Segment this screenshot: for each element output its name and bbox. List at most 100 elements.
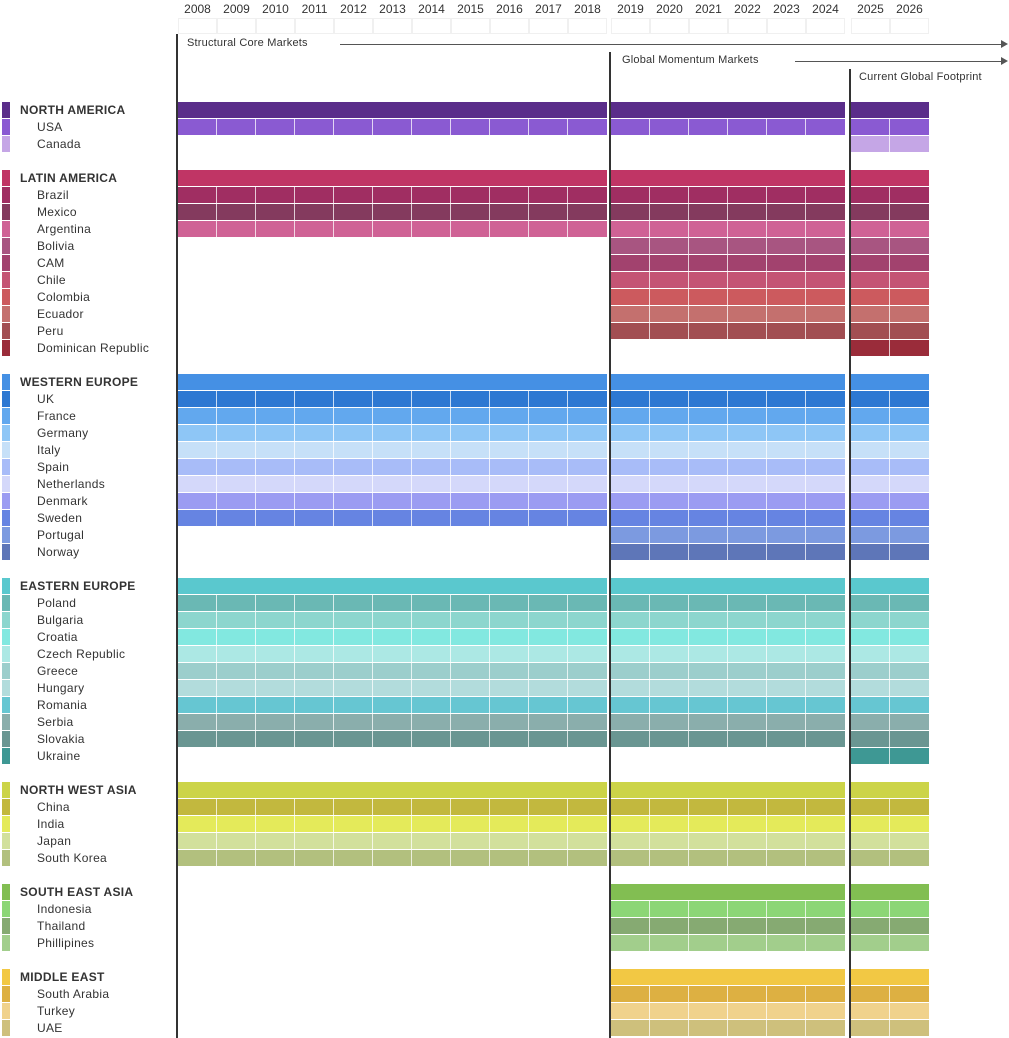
timeline-cell — [451, 833, 490, 849]
timeline-bar — [611, 969, 845, 985]
cell-divider — [727, 816, 728, 832]
timeline-cell — [728, 901, 767, 917]
timeline-cell — [767, 493, 806, 509]
cell-divider — [766, 731, 767, 747]
cell-divider — [411, 612, 412, 628]
timeline-cell — [611, 918, 650, 934]
country-swatch — [2, 850, 10, 866]
timeline-cell — [611, 680, 650, 696]
timeline-cell — [611, 289, 650, 305]
country-swatch — [2, 646, 10, 662]
cell-divider — [649, 544, 650, 560]
cell-divider — [528, 187, 529, 203]
cell-divider — [528, 697, 529, 713]
region-swatch — [2, 374, 10, 390]
timeline-cell — [767, 272, 806, 288]
cell-divider — [528, 425, 529, 441]
cell-divider — [567, 663, 568, 679]
timeline-cell — [256, 799, 295, 815]
cell-divider — [372, 476, 373, 492]
timeline-cell — [890, 425, 929, 441]
cell-divider — [649, 646, 650, 662]
timeline-cell — [295, 391, 334, 407]
cell-divider — [216, 221, 217, 237]
timeline-cell — [806, 697, 845, 713]
timeline-cell — [806, 901, 845, 917]
timeline-cell — [611, 119, 650, 135]
timeline-cell — [890, 748, 929, 764]
cell-divider — [688, 493, 689, 509]
cell-divider — [727, 476, 728, 492]
cell-divider — [889, 646, 890, 662]
cell-divider — [411, 799, 412, 815]
cell-divider — [528, 119, 529, 135]
cell-divider — [567, 442, 568, 458]
timeline-cell — [490, 459, 529, 475]
cell-divider — [889, 340, 890, 356]
timeline-cell — [728, 663, 767, 679]
timeline-cell — [611, 510, 650, 526]
timeline-cell — [650, 221, 689, 237]
country-swatch — [2, 901, 10, 917]
cell-divider — [216, 816, 217, 832]
cell-divider — [528, 629, 529, 645]
cell-divider — [727, 731, 728, 747]
cell-divider — [294, 714, 295, 730]
timeline-cell — [568, 697, 607, 713]
timeline-cell — [890, 119, 929, 135]
timeline-cell — [568, 391, 607, 407]
timeline-cell — [806, 799, 845, 815]
cell-divider — [766, 459, 767, 475]
cell-divider — [727, 901, 728, 917]
cell-divider — [372, 425, 373, 441]
timeline-cell — [767, 425, 806, 441]
cell-divider — [889, 187, 890, 203]
timeline-cell — [568, 408, 607, 424]
timeline-cell — [178, 816, 217, 832]
cell-divider — [649, 204, 650, 220]
timeline-cell — [890, 255, 929, 271]
cell-divider — [688, 306, 689, 322]
cell-divider — [649, 986, 650, 1002]
timeline-cell — [806, 306, 845, 322]
timeline-cell — [178, 476, 217, 492]
timeline-cell — [851, 1020, 890, 1036]
timeline-cell — [451, 408, 490, 424]
timeline-cell — [806, 714, 845, 730]
timeline-cell — [451, 187, 490, 203]
country-label: UK — [37, 392, 55, 406]
cell-divider — [489, 221, 490, 237]
cell-divider — [727, 510, 728, 526]
cell-divider — [727, 272, 728, 288]
timeline-cell — [650, 1020, 689, 1036]
timeline-cell — [295, 510, 334, 526]
country-label: Chile — [37, 273, 66, 287]
timeline-cell — [373, 612, 412, 628]
timeline-cell — [451, 714, 490, 730]
arrow-head-icon — [1001, 40, 1008, 48]
timeline-cell — [412, 697, 451, 713]
year-label: 2015 — [457, 2, 484, 16]
cell-divider — [889, 323, 890, 339]
country-swatch — [2, 935, 10, 951]
timeline-cell — [373, 714, 412, 730]
timeline-cell — [611, 272, 650, 288]
timeline-cell — [611, 629, 650, 645]
cell-divider — [567, 221, 568, 237]
cell-divider — [889, 255, 890, 271]
timeline-cell — [890, 544, 929, 560]
timeline-cell — [728, 612, 767, 628]
timeline-cell — [890, 476, 929, 492]
timeline-cell — [373, 595, 412, 611]
year-label: 2019 — [617, 2, 644, 16]
phase-label: Global Momentum Markets — [622, 54, 763, 66]
cell-divider — [727, 459, 728, 475]
cell-divider — [649, 272, 650, 288]
cell-divider — [255, 204, 256, 220]
timeline-cell — [767, 459, 806, 475]
timeline-cell — [217, 221, 256, 237]
cell-divider — [411, 833, 412, 849]
phase-divider-line — [609, 52, 611, 1038]
region-label: WESTERN EUROPE — [20, 375, 139, 389]
timeline-cell — [295, 697, 334, 713]
